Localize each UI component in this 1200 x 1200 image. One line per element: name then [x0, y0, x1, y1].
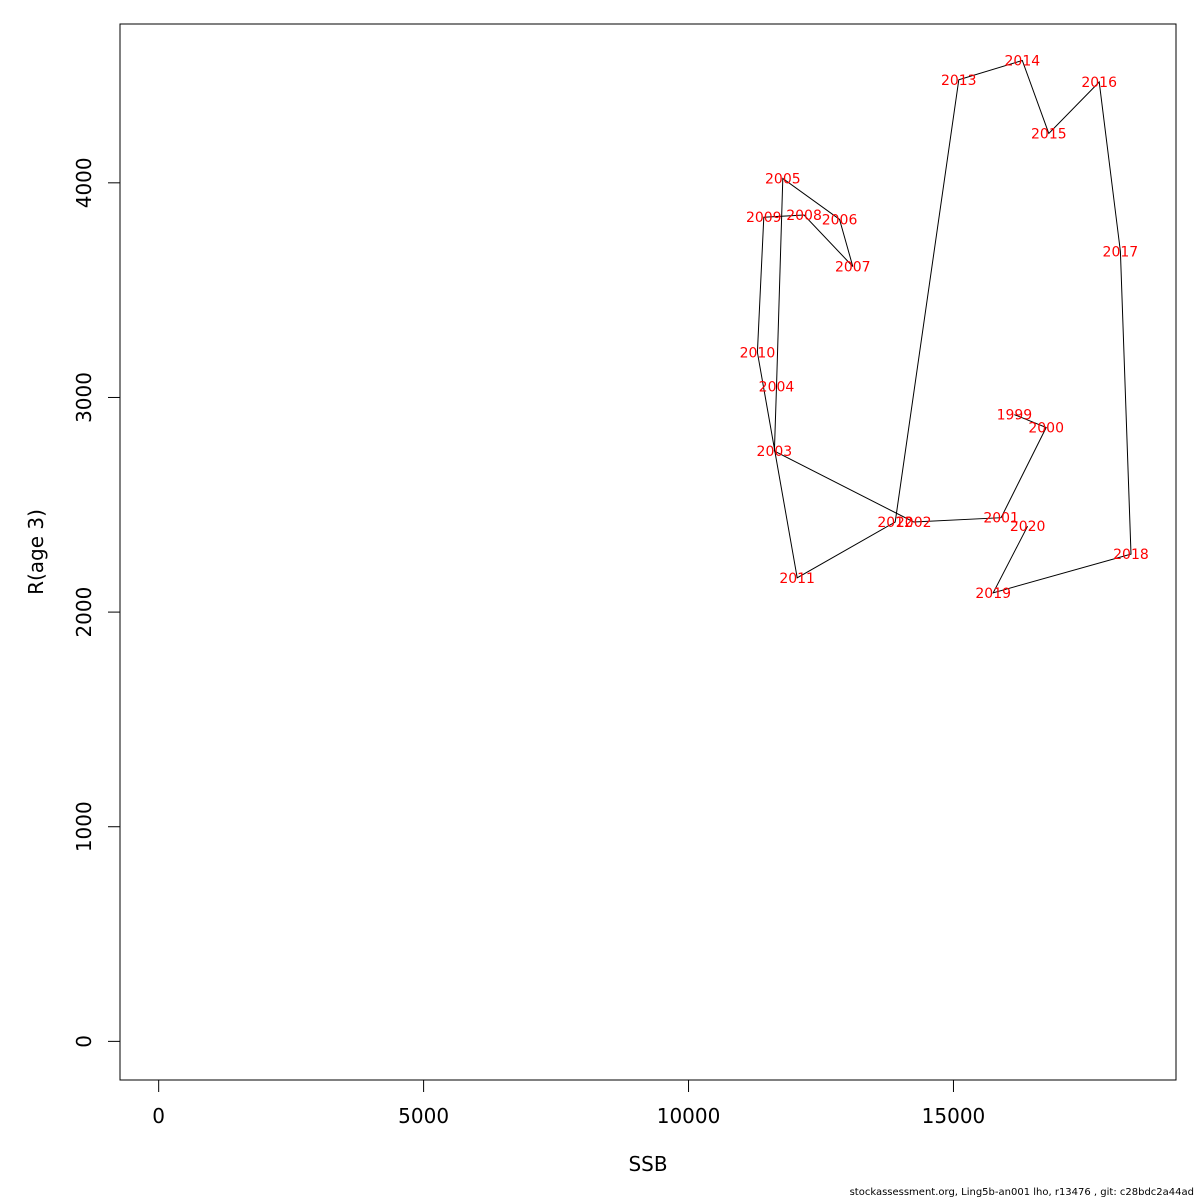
x-tick-label: 15000: [922, 1104, 986, 1128]
y-axis: 0 1000 2000 3000 4000: [72, 157, 121, 1048]
point-label-2013: 2013: [941, 73, 977, 89]
footer-credit: stockassessment.org, Ling5b-an001 lho, r…: [849, 1187, 1194, 1198]
point-label-2001: 2001: [983, 511, 1019, 527]
y-tick-label: 3000: [72, 372, 96, 423]
trajectory-series: [756, 59, 1132, 594]
y-tick-label: 0: [72, 1035, 96, 1048]
plot-frame: [119, 23, 1177, 1081]
point-label-2012: 2012: [877, 515, 913, 531]
point-label-2010: 2010: [740, 345, 776, 361]
point-label-2008: 2008: [786, 208, 822, 224]
x-axis: 0 5000 10000 15000: [152, 1079, 986, 1128]
point-label-2006: 2006: [822, 212, 858, 228]
point-label-2017: 2017: [1103, 245, 1139, 261]
x-tick-label: 10000: [657, 1104, 721, 1128]
point-label-2019: 2019: [975, 586, 1011, 602]
point-label-2003: 2003: [757, 444, 793, 460]
y-tick-label: 4000: [72, 157, 96, 208]
point-label-1999: 1999: [997, 408, 1033, 424]
point-label-2007: 2007: [835, 260, 871, 276]
trajectory-line: [756, 59, 1132, 594]
point-label-2014: 2014: [1005, 53, 1041, 69]
point-label-2004: 2004: [759, 380, 795, 396]
x-tick-label: 0: [152, 1104, 165, 1128]
point-label-2000: 2000: [1028, 421, 1064, 437]
point-label-2015: 2015: [1031, 126, 1067, 142]
y-tick-label: 2000: [72, 587, 96, 638]
y-axis-title: R(age 3): [24, 509, 48, 595]
x-axis-title: SSB: [628, 1152, 667, 1176]
point-label-2009: 2009: [746, 210, 782, 226]
point-label-2016: 2016: [1081, 75, 1117, 91]
point-label-2020: 2020: [1010, 519, 1046, 535]
x-tick-label: 5000: [398, 1104, 449, 1128]
y-tick-label: 1000: [72, 801, 96, 852]
point-label-2011: 2011: [779, 571, 815, 587]
point-label-2005: 2005: [765, 172, 801, 188]
point-label-2002: 2002: [896, 515, 932, 531]
point-label-2018: 2018: [1113, 547, 1149, 563]
